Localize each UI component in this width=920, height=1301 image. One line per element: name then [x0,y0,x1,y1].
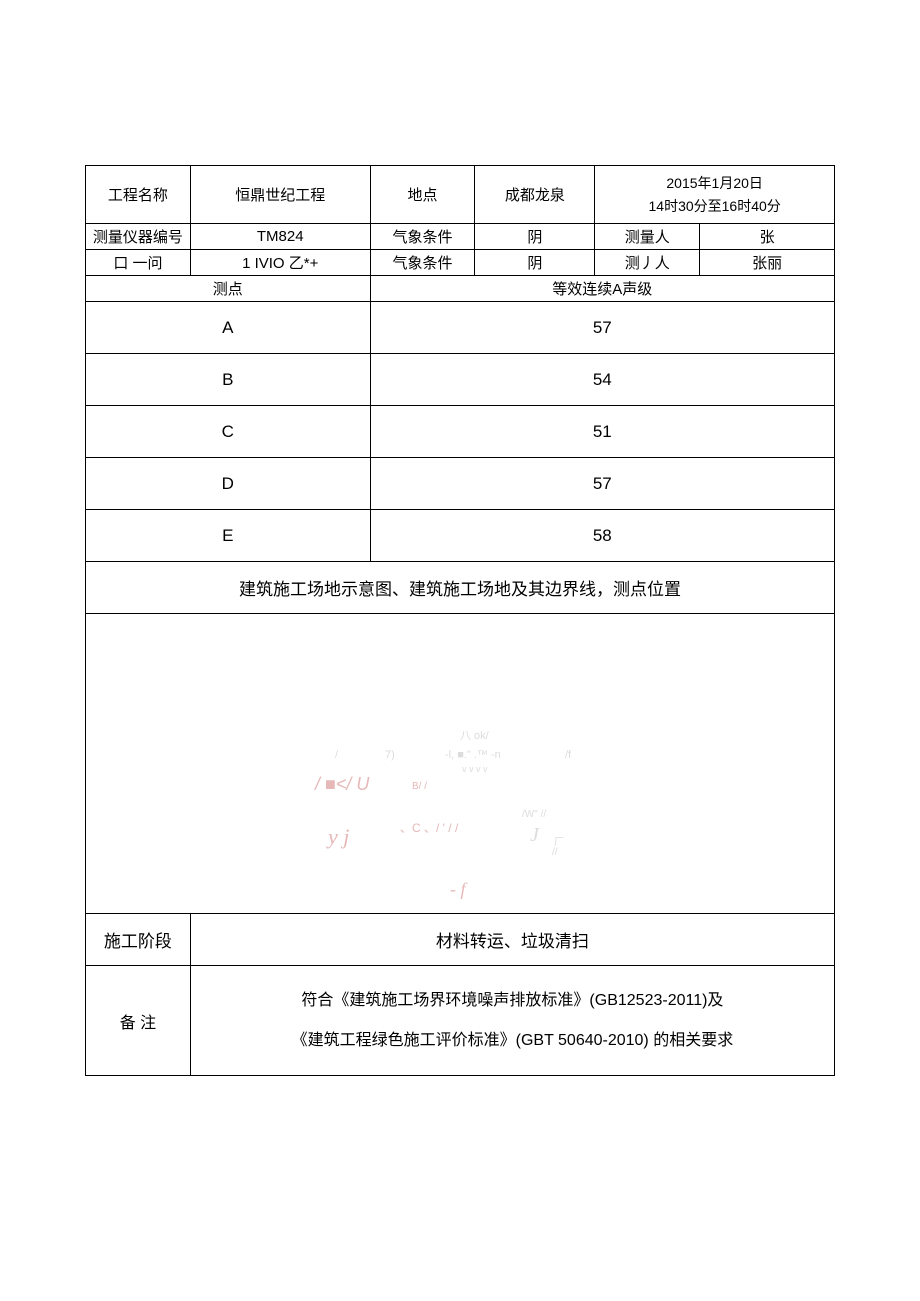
ghost-text: // [552,847,558,858]
column-header-row: 测点 等效连续A声级 [86,276,835,302]
point-cell: A [86,302,371,354]
value-cell: 54 [370,354,834,406]
data-row: B 54 [86,354,835,406]
point-cell: E [86,510,371,562]
diagram-box: 八 ok/ / 7) -l, ■." .™ -n /f v v v v / ■<… [90,619,830,909]
ghost-text: 、C 、/ ' / / [400,819,458,836]
remark-line2: 《建筑工程绿色施工评价标准》(GBT 50640-2010) 的相关要求 [197,1021,828,1061]
ghost-text: 厂 [554,833,564,848]
data-row: E 58 [86,510,835,562]
ghost-text: - f [450,879,466,900]
phase-label: 施工阶段 [86,914,191,966]
row3-c5: 测丿人 [595,250,700,276]
header-row-1: 工程名称 恒鼎世纪工程 地点 成都龙泉 2015年1月20日 14时30分至16… [86,166,835,224]
datetime-cell: 2015年1月20日 14时30分至16时40分 [595,166,835,224]
instrument-label: 测量仪器编号 [86,224,191,250]
location-label: 地点 [370,166,475,224]
point-cell: B [86,354,371,406]
remark-line1: 符合《建筑施工场界环境噪声排放标准》(GB12523-2011)及 [197,981,828,1021]
diagram-banner: 建筑施工场地示意图、建筑施工场地及其边界线，测点位置 [86,562,835,614]
ghost-text: B/ / [412,781,427,792]
ghost-text: 八 ok/ [460,727,489,743]
col-level-header: 等效连续A声级 [370,276,834,302]
location-value: 成都龙泉 [475,166,595,224]
ghost-text: /f [565,749,571,761]
phase-row: 施工阶段 材料转运、垃圾清扫 [86,914,835,966]
diagram-row: 八 ok/ / 7) -l, ■." .™ -n /f v v v v / ■<… [86,614,835,914]
surveyor-label: 测量人 [595,224,700,250]
row3-c2: 1 IVIO 乙*+ [190,250,370,276]
datetime-line1: 2015年1月20日 [599,172,830,194]
remark-label: 备 注 [86,966,191,1076]
phase-value: 材料转运、垃圾清扫 [190,914,834,966]
surveyor-value: 张 [700,224,835,250]
remark-row: 备 注 符合《建筑施工场界环境噪声排放标准》(GB12523-2011)及 《建… [86,966,835,1076]
col-point-header: 测点 [86,276,371,302]
row3-c6: 张丽 [700,250,835,276]
data-row: C 51 [86,406,835,458]
point-cell: C [86,406,371,458]
header-row-2: 测量仪器编号 TM824 气象条件 阴 测量人 张 [86,224,835,250]
value-cell: 57 [370,302,834,354]
noise-measurement-table: 工程名称 恒鼎世纪工程 地点 成都龙泉 2015年1月20日 14时30分至16… [85,165,835,1076]
diagram-cell: 八 ok/ / 7) -l, ■." .™ -n /f v v v v / ■<… [86,614,835,914]
data-row: A 57 [86,302,835,354]
point-cell: D [86,458,371,510]
value-cell: 51 [370,406,834,458]
diagram-banner-row: 建筑施工场地示意图、建筑施工场地及其边界线，测点位置 [86,562,835,614]
data-row: D 57 [86,458,835,510]
remark-value: 符合《建筑施工场界环境噪声排放标准》(GB12523-2011)及 《建筑工程绿… [190,966,834,1076]
ghost-text: / [335,749,338,761]
ghost-text: -l, ■." .™ -n [445,749,501,761]
ghost-text: J [530,824,539,847]
weather-label: 气象条件 [370,224,475,250]
row3-c3: 气象条件 [370,250,475,276]
ghost-text: 7) [385,749,395,761]
project-value: 恒鼎世纪工程 [190,166,370,224]
value-cell: 57 [370,458,834,510]
ghost-text: / ■</ U [315,774,369,795]
ghost-text: y j [328,824,349,850]
datetime-line2: 14时30分至16时40分 [599,195,830,217]
ghost-text: v v v v [462,764,488,774]
ghost-text: /W" // [522,809,546,820]
weather-value: 阴 [475,224,595,250]
project-label: 工程名称 [86,166,191,224]
instrument-value: TM824 [190,224,370,250]
row3-c4: 阴 [475,250,595,276]
row3-c1: 口 一问 [86,250,191,276]
value-cell: 58 [370,510,834,562]
header-row-3: 口 一问 1 IVIO 乙*+ 气象条件 阴 测丿人 张丽 [86,250,835,276]
